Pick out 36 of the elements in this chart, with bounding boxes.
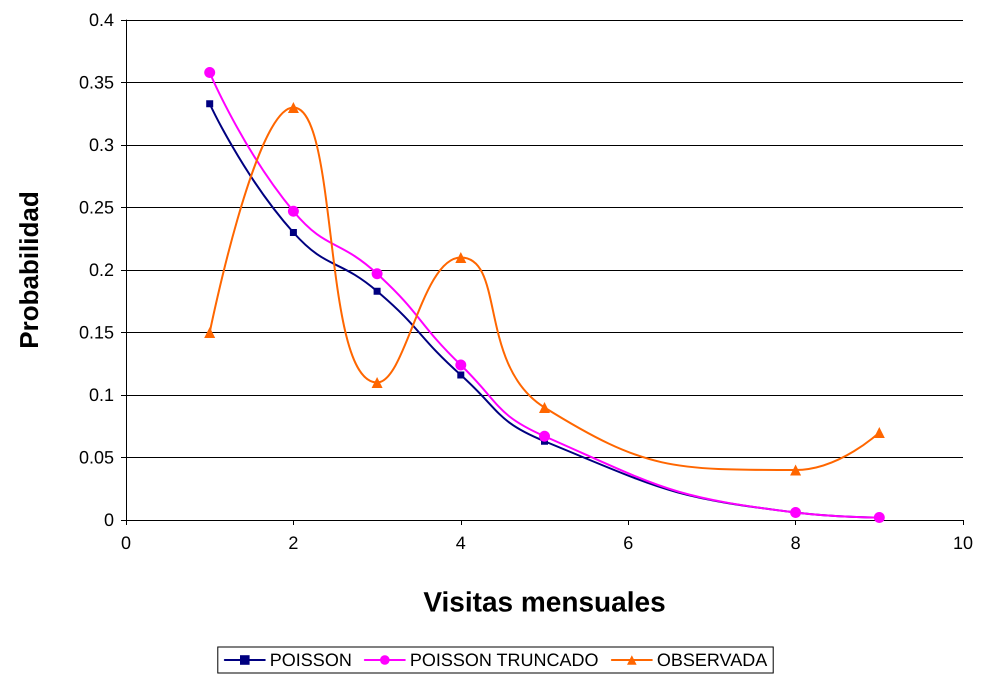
- point: [455, 360, 466, 370]
- point: [288, 102, 299, 113]
- x-tick-label: 0: [120, 533, 132, 553]
- y-tick-label: 0.35: [78, 72, 114, 92]
- y-tick-label: 0.2: [88, 260, 114, 280]
- point: [372, 377, 383, 388]
- point: [455, 252, 466, 263]
- point: [457, 372, 464, 378]
- point: [206, 100, 214, 108]
- legend-label: OBSERVADA: [656, 650, 768, 670]
- x-tick-label: 4: [456, 533, 466, 553]
- point: [290, 229, 297, 236]
- point: [539, 430, 550, 442]
- point: [372, 268, 383, 280]
- y-tick-label: 0.4: [88, 10, 114, 30]
- y-axis-title: Probabilidad: [14, 191, 44, 349]
- legend-label: POISSON: [270, 650, 352, 670]
- y-tick-label: 0.3: [88, 135, 114, 155]
- point: [374, 288, 381, 295]
- y-tick-label: 0: [104, 510, 114, 530]
- point: [790, 464, 802, 476]
- point: [204, 327, 216, 338]
- point: [204, 67, 216, 78]
- legend-label: POISSON TRUNCADO: [410, 650, 599, 670]
- y-tick-label: 0.1: [88, 385, 114, 405]
- x-tick-label: 6: [623, 533, 634, 553]
- y-tick-label: 0.25: [78, 198, 114, 218]
- x-tick-label: 10: [952, 533, 974, 553]
- x-tick-label: 2: [288, 533, 298, 553]
- x-tick-label: 8: [790, 533, 801, 553]
- point: [539, 402, 550, 413]
- point: [874, 427, 885, 438]
- x-axis-title: Visitas mensuales: [423, 586, 666, 618]
- y-tick-label: 0.05: [78, 448, 114, 468]
- y-tick-label: 0.15: [78, 322, 114, 342]
- point: [288, 206, 299, 217]
